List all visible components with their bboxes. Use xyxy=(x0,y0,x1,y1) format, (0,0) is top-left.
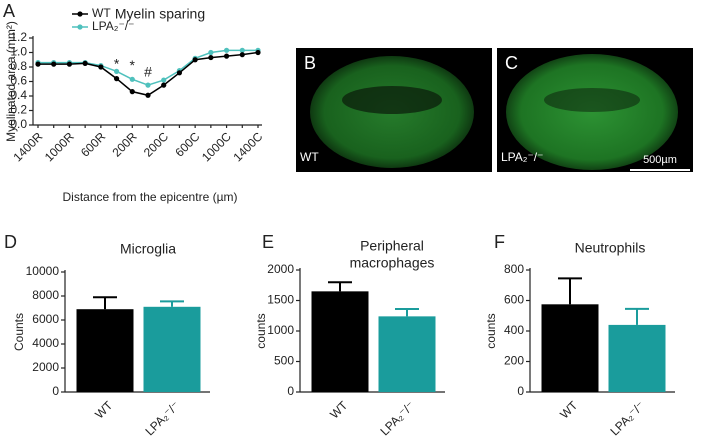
annotation: * xyxy=(114,55,120,71)
data-point xyxy=(129,89,135,95)
y-tick-label: 1.0 xyxy=(10,45,27,59)
panel-label: F xyxy=(494,232,505,252)
x-tick-label: WT xyxy=(557,398,581,422)
y-tick-label: 0.6 xyxy=(10,74,27,88)
y-axis-label: Myelinated area (mm²) xyxy=(4,21,18,142)
data-point xyxy=(255,49,261,56)
y-tick-label: 0 xyxy=(287,384,294,398)
y-tick-label: 600 xyxy=(504,293,524,307)
x-tick-label: 1000R xyxy=(42,129,77,164)
data-point xyxy=(176,70,183,76)
image-label: WT xyxy=(300,150,319,164)
bar xyxy=(378,316,436,392)
y-axis-label: counts xyxy=(254,313,268,348)
x-tick-label: 600R xyxy=(78,129,108,159)
data-point xyxy=(239,52,245,58)
y-tick-label: 10000 xyxy=(26,264,60,278)
panel-label: D xyxy=(4,232,17,252)
y-tick-label: 1500 xyxy=(267,293,294,307)
x-tick-label: LPA₂⁻/⁻ xyxy=(377,398,417,437)
data-point xyxy=(35,61,41,67)
legend-label: WT xyxy=(92,6,111,20)
bar xyxy=(143,306,201,392)
bar xyxy=(608,324,666,392)
y-tick-label: 1.2 xyxy=(10,30,27,44)
chart-title: Peripheral xyxy=(360,238,424,254)
y-tick-label: 800 xyxy=(504,262,524,276)
chart-title: macrophages xyxy=(350,255,435,271)
x-tick-label: 600C xyxy=(172,129,202,159)
bar xyxy=(76,309,134,392)
x-tick-label: 200R xyxy=(109,129,139,159)
data-point xyxy=(208,54,214,61)
y-tick-label: 0.2 xyxy=(10,103,27,117)
y-tick-label: 200 xyxy=(504,354,524,368)
y-tick-label: 1000 xyxy=(267,323,294,337)
x-tick-label: WT xyxy=(327,398,351,422)
x-tick-label: 1000C xyxy=(199,129,234,164)
x-axis-label: Distance from the epicentre (µm) xyxy=(63,190,238,204)
data-point xyxy=(208,49,214,56)
data-point xyxy=(161,77,167,83)
data-point xyxy=(129,76,135,82)
data-point xyxy=(223,53,230,59)
scale-bar-label: 500µm xyxy=(643,154,677,166)
data-point xyxy=(113,68,120,74)
data-point xyxy=(113,76,120,82)
x-tick-label: 200C xyxy=(141,129,171,159)
data-point xyxy=(98,64,104,70)
panel-label: A xyxy=(3,1,15,21)
panel-label: E xyxy=(262,232,274,252)
y-tick-label: 6000 xyxy=(32,312,59,326)
image-c xyxy=(497,48,693,172)
data-point xyxy=(223,47,230,53)
data-point xyxy=(161,82,167,88)
y-tick-label: 4000 xyxy=(32,336,59,350)
x-tick-label: WT xyxy=(92,398,116,422)
y-tick-label: 2000 xyxy=(32,360,59,374)
y-tick-label: 0 xyxy=(517,384,524,398)
y-tick-label: 500 xyxy=(274,354,294,368)
y-tick-label: 0 xyxy=(52,384,59,398)
legend-label: LPA₂⁻/⁻ xyxy=(92,19,134,33)
y-tick-label: 400 xyxy=(504,323,524,337)
image-b xyxy=(296,48,492,172)
x-tick-label: LPA₂⁻/⁻ xyxy=(142,398,182,437)
data-point xyxy=(192,57,198,63)
image-label: LPA₂⁻/⁻ xyxy=(501,150,543,164)
data-point xyxy=(145,82,151,88)
panel-label: C xyxy=(505,53,518,73)
y-tick-label: 2000 xyxy=(267,262,294,276)
y-tick-label: 0.0 xyxy=(10,117,27,131)
bar xyxy=(541,304,599,392)
chart-title: Myelin sparing xyxy=(115,6,205,22)
x-tick-label: 1400C xyxy=(230,129,265,164)
chart-title: Microglia xyxy=(120,241,176,257)
panel-label: B xyxy=(304,53,316,73)
data-point xyxy=(145,92,151,98)
chart-title: Neutrophils xyxy=(575,240,646,256)
y-tick-label: 0.4 xyxy=(10,88,27,102)
data-point xyxy=(239,47,245,53)
x-tick-label: LPA₂⁻/⁻ xyxy=(607,398,647,437)
legend-marker xyxy=(77,24,83,30)
annotation: * xyxy=(130,57,136,73)
y-axis-label: counts xyxy=(484,313,498,348)
legend-marker xyxy=(77,11,83,17)
data-point xyxy=(66,61,73,67)
data-point xyxy=(82,60,88,66)
data-point xyxy=(51,61,57,67)
annotation: # xyxy=(144,63,152,79)
y-tick-label: 0.8 xyxy=(10,59,27,73)
y-axis-label: Counts xyxy=(12,313,26,351)
y-tick-label: 8000 xyxy=(32,288,59,302)
bar xyxy=(311,291,369,392)
